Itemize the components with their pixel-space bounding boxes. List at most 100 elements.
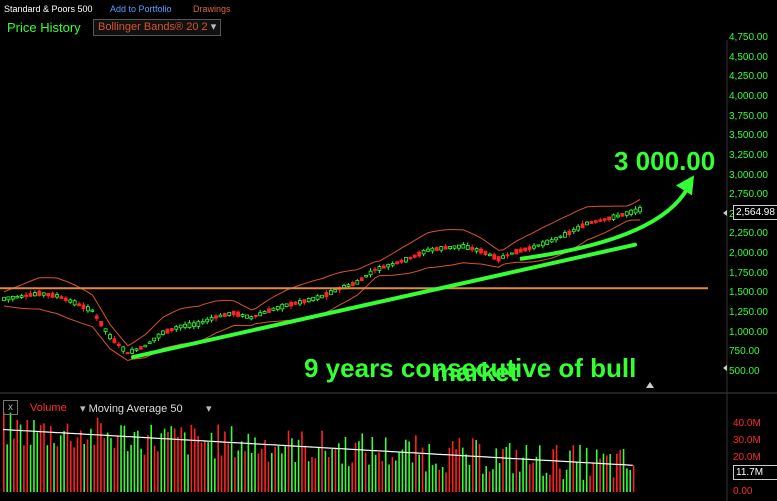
volume-bar xyxy=(220,455,223,492)
candle-body xyxy=(373,268,377,271)
candle-body xyxy=(386,264,391,268)
volume-bar xyxy=(150,424,152,492)
volume-bar xyxy=(180,427,183,492)
candle-body xyxy=(275,306,280,310)
scroll-up-icon xyxy=(646,382,654,388)
volume-bar xyxy=(549,474,551,492)
candle-body xyxy=(143,344,148,348)
candle-body xyxy=(616,214,620,218)
candle-body xyxy=(139,346,143,350)
volume-bar xyxy=(86,439,89,492)
candle-body xyxy=(231,310,236,316)
volume-bar xyxy=(619,449,621,492)
chevron-down-icon[interactable]: ▾ xyxy=(206,403,212,415)
candle-body xyxy=(496,256,501,262)
price-tick-label: 1,750.00 xyxy=(729,267,768,279)
price-tick-label: 3,250.00 xyxy=(729,149,768,161)
candle-body xyxy=(324,291,329,298)
volume-study-dropdown[interactable]: ▾ Moving Average 50 xyxy=(80,402,183,415)
volume-bar xyxy=(371,436,374,492)
volume-bar xyxy=(629,469,632,492)
volume-bar xyxy=(441,467,444,492)
volume-bar xyxy=(391,457,394,492)
price-tick-label: 3,500.00 xyxy=(729,130,768,142)
candle-body xyxy=(320,294,324,299)
candle-body xyxy=(37,290,42,297)
candle-body xyxy=(214,315,218,319)
bull-annotation-line1: 9 years consecutive of bull xyxy=(304,353,637,383)
volume-bar xyxy=(200,442,203,492)
candle-body xyxy=(125,352,130,355)
volume-bar xyxy=(167,431,169,492)
candle-body xyxy=(293,301,298,305)
candle-body xyxy=(624,211,629,216)
volume-tick-label: 0.00 xyxy=(733,486,753,497)
candle-body xyxy=(178,324,183,329)
candle-body xyxy=(439,246,444,251)
candle-body xyxy=(629,209,634,215)
volume-bar xyxy=(545,472,548,492)
candle-body xyxy=(461,244,466,249)
volume-bar xyxy=(66,423,69,492)
candle-body xyxy=(457,244,461,249)
volume-bar xyxy=(59,435,62,492)
candle-body xyxy=(368,270,373,276)
volume-bar xyxy=(532,462,534,492)
candle-body xyxy=(33,292,37,297)
volume-bar xyxy=(411,462,414,492)
close-icon[interactable]: x xyxy=(3,400,18,415)
volume-bar xyxy=(250,452,253,492)
candle-body xyxy=(41,292,46,296)
candle-body xyxy=(187,322,192,328)
volume-bar xyxy=(36,432,39,492)
volume-study-label: Moving Average 50 xyxy=(88,403,183,415)
candle-body xyxy=(523,247,528,252)
candle-body xyxy=(200,321,205,324)
candle-body xyxy=(77,303,81,307)
candle-body xyxy=(298,300,302,305)
study-dropdown[interactable]: Bollinger Bands® 20 2 ▾ xyxy=(93,19,222,36)
price-tick-label: 4,000.00 xyxy=(729,90,768,102)
candle-body xyxy=(443,246,448,250)
volume-bar xyxy=(110,438,112,492)
price-tick-label: 3,750.00 xyxy=(729,110,768,122)
candle-body xyxy=(81,304,86,310)
volume-bar xyxy=(83,443,85,492)
candle-body xyxy=(448,245,452,249)
candle-body xyxy=(549,239,554,243)
volume-bar xyxy=(428,443,431,492)
upper-band xyxy=(3,199,641,347)
add-to-portfolio-link[interactable]: Add to Portfolio xyxy=(110,4,172,14)
current-volume-badge: 11.7M xyxy=(733,465,777,480)
volume-bar xyxy=(626,468,628,492)
price-tick-label: 4,750.00 xyxy=(729,32,768,43)
price-tick-label: 1,500.00 xyxy=(729,287,768,299)
candle-body xyxy=(607,216,611,221)
volume-tick-label: 40.0M xyxy=(733,418,761,429)
volume-bar xyxy=(123,425,126,492)
candle-body xyxy=(633,208,638,214)
volume-moving-average-line xyxy=(2,428,633,466)
chevron-down-icon: ▾ xyxy=(210,21,217,33)
candle-body xyxy=(289,301,293,307)
volume-bar xyxy=(331,449,333,492)
volume-bar xyxy=(458,438,461,492)
volume-bar xyxy=(157,451,159,492)
volume-bar xyxy=(401,449,404,492)
volume-bar xyxy=(472,438,474,492)
drawings-link[interactable]: Drawings xyxy=(193,4,231,14)
volume-bar xyxy=(291,438,293,492)
volume-bar xyxy=(301,431,303,492)
target-annotation: 3 000.00 xyxy=(614,146,716,176)
volume-bar xyxy=(445,472,447,492)
volume-bar xyxy=(63,430,65,492)
volume-bar xyxy=(381,460,384,492)
candle-body xyxy=(311,296,316,301)
volume-bar xyxy=(153,445,156,492)
candle-body xyxy=(589,221,594,224)
volume-bar xyxy=(512,473,514,492)
volume-bar xyxy=(264,440,266,492)
candle-body xyxy=(430,247,435,252)
candle-body xyxy=(540,241,545,247)
